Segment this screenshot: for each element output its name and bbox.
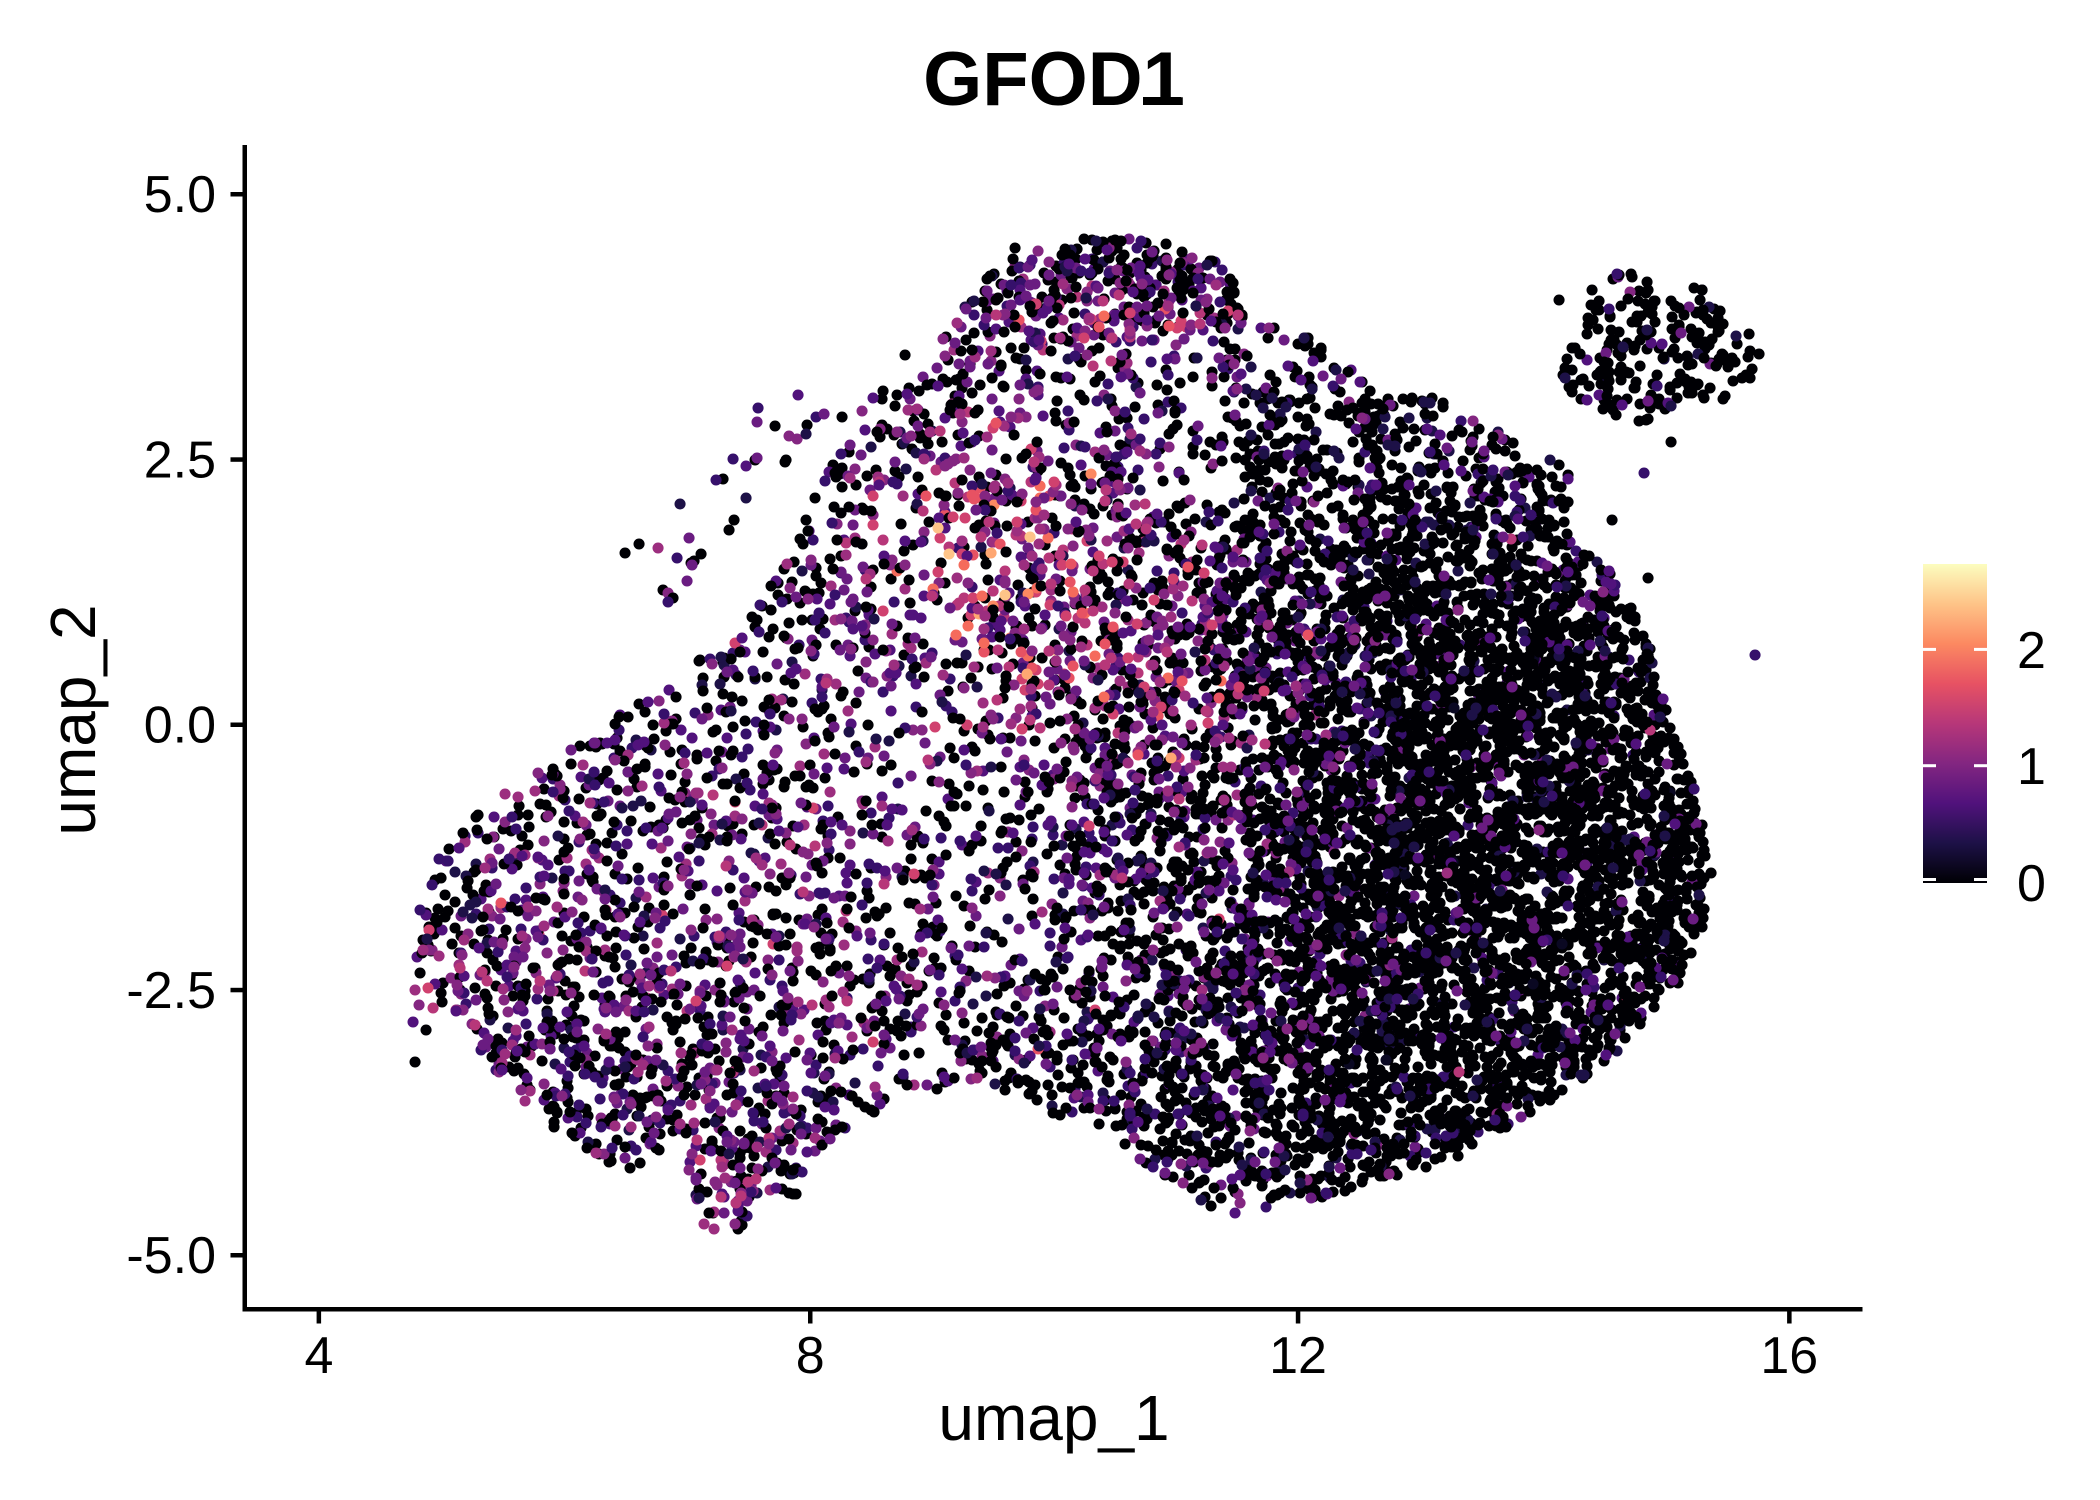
svg-text:16: 16 [1760,1327,1818,1385]
svg-text:2: 2 [2017,622,2046,680]
svg-text:1: 1 [2017,738,2046,796]
svg-text:8: 8 [796,1327,825,1385]
svg-text:0.0: 0.0 [144,697,216,755]
svg-text:-2.5: -2.5 [126,962,216,1020]
svg-text:GFOD1: GFOD1 [923,37,1185,122]
svg-text:0: 0 [2017,855,2046,913]
svg-text:5.0: 5.0 [144,166,216,224]
svg-text:umap_1: umap_1 [938,1382,1169,1454]
svg-text:12: 12 [1269,1327,1327,1385]
svg-text:2.5: 2.5 [144,432,216,490]
svg-text:-5.0: -5.0 [126,1227,216,1285]
svg-text:4: 4 [304,1327,333,1385]
svg-text:umap_2: umap_2 [37,604,109,835]
